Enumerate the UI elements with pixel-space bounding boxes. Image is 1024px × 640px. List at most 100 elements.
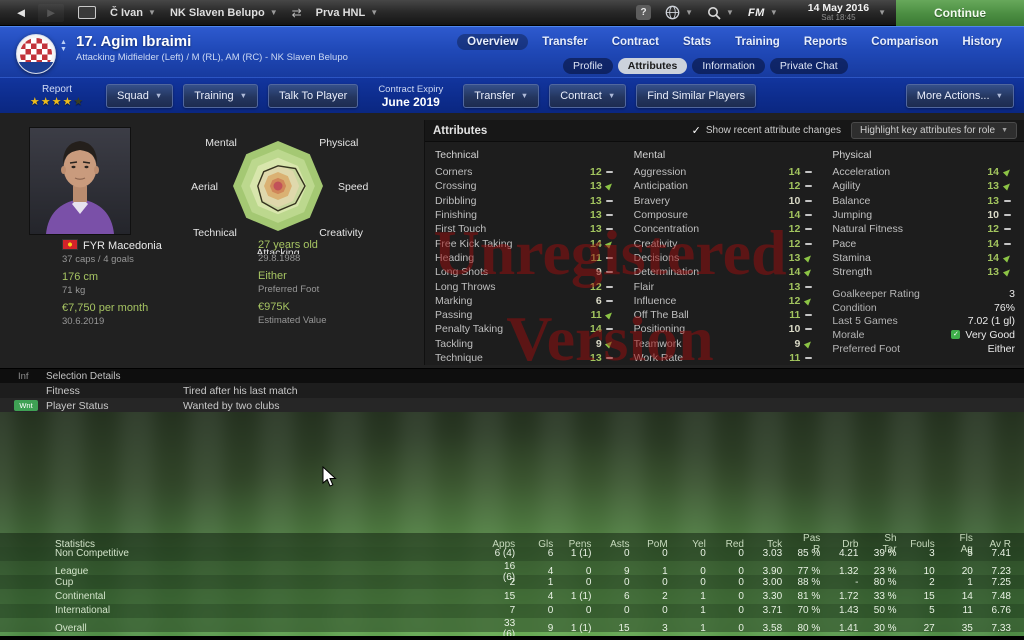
attribute-name: Natural Fitness [832,223,903,236]
stat-cell: 1 [700,623,706,635]
club-menu[interactable]: NK Slaven Belupo ▼ [170,7,278,19]
contract-button[interactable]: Contract ▼ [549,83,627,108]
radar-axis-label-speed: Speed [338,181,369,193]
trend-flat-icon [804,285,812,288]
continue-button[interactable]: Continue [896,0,1024,26]
stat-column-header-yel[interactable]: Yel [692,538,706,550]
info-value: €975K [258,301,290,313]
attribute-value: 13 [589,209,602,222]
subtab-information[interactable]: Information [692,58,765,74]
tab-contract[interactable]: Contract [611,36,659,48]
stat-cell: 15 [923,591,935,603]
stat-column-header-sh-tar[interactable]: Sh Tar [882,533,897,555]
highlight-role-dropdown[interactable]: Highlight key attributes for role ▼ [850,122,1017,139]
attribute-group-mental: Mental Aggression 14 Anticipation 12 Bravery 1… [634,149,817,365]
morale-very-good-icon: ✓ [951,330,961,340]
tab-reports[interactable]: Reports [803,36,848,48]
attribute-value: 11 [590,309,602,322]
stat-cell: 0 [700,566,706,578]
attribute-value: 12 [788,294,801,307]
star-icon: ★ [40,95,52,108]
search-menu[interactable]: ▼ [707,6,734,20]
back-button[interactable]: ◄ [14,5,28,20]
attribute-row: Aggression 14 [634,165,817,179]
attribute-value: 9 [595,266,602,279]
screen-icon[interactable] [78,6,96,19]
stat-column-header-red[interactable]: Red [725,538,744,550]
forward-button[interactable]: ► [38,3,64,22]
date-menu[interactable]: 14 May 2016 Sat 18:45 ▼ [792,1,886,23]
squad-button[interactable]: Squad ▼ [106,83,174,108]
attribute-value: 14 [788,266,801,279]
stat-column-header-pens[interactable]: Pens [568,538,592,550]
trend-cell [999,228,1015,231]
competition-menu[interactable]: Prva HNL ▼ [316,7,378,19]
subtab-private-chat[interactable]: Private Chat [769,58,848,74]
monitor-icon [78,6,96,19]
subtab-profile[interactable]: Profile [563,58,613,74]
top-menu-bar: ◄ ► Č Ivan ▼ NK Slaven Belupo ▼ ⇄ Prva HNL… [0,0,1024,26]
trend-cell [800,228,816,231]
tab-training[interactable]: Training [735,36,780,48]
talk-to-player-button[interactable]: Talk To Player [268,83,359,108]
checkbox-label: Show recent attribute changes [705,125,841,136]
tab-overview[interactable]: Overview [457,34,529,50]
contract-expiry: Contract Expiry June 2019 [378,83,443,109]
find-similar-players-button[interactable]: Find Similar Players [636,83,757,108]
stat-cell: 2 [509,576,516,588]
stat-column-header-pom[interactable]: PoM [647,538,668,550]
attribute-row: Marking 6 [435,294,618,308]
stat-column-header-drb[interactable]: Drb [842,538,859,550]
stat-cell: 3.90 [762,566,783,578]
stat-row-league: League 16 (6) 4 0 9 1 0 0 3.90 77 % 1.32 23 % 10 20 7.… [0,560,1024,583]
attribute-value: 11 [789,309,801,322]
stat-cell: 0 [662,576,668,588]
stat-column-header-pas-r[interactable]: Pas R [803,533,821,555]
chevron-down-icon: ▼ [726,8,734,17]
trend-cell [800,296,816,306]
training-button[interactable]: Training ▼ [183,83,259,108]
fm-menu[interactable]: FM ▼ [748,7,778,19]
selection-value: Wanted by two clubs [183,399,280,412]
attribute-value: 13 [589,223,602,236]
info-sublabel: Preferred Foot [258,284,320,295]
selection-label: Player Status [46,399,109,412]
stat-cell: 77 % [797,566,821,578]
chevron-down-icon: ▼ [520,91,529,100]
player-cycle-arrows[interactable]: ▲ ▼ [60,39,67,53]
stat-column-header-apps[interactable]: Apps [492,538,516,550]
stat-cell: 0 [738,605,744,617]
more-actions-button[interactable]: More Actions... ▼ [905,83,1014,108]
stat-column-header-tck[interactable]: Tck [767,538,783,550]
transfer-button[interactable]: Transfer ▼ [463,83,540,108]
attribute-name: Corners [435,166,473,179]
tab-history[interactable]: History [962,36,1002,48]
attribute-row: Tackling 9 [435,337,618,351]
attribute-name: Penalty Taking [435,323,504,336]
stat-cell: 23 % [873,566,897,578]
stat-column-header-asts[interactable]: Asts [610,538,630,550]
chevron-down-icon: ▼ [1001,127,1008,134]
trend-cell [602,181,618,192]
stat-cell: 1.41 [838,623,859,635]
attribute-name: Teamwork [633,337,682,350]
trend-flat-icon [804,171,812,174]
tab-comparison[interactable]: Comparison [871,36,939,48]
attribute-value: 12 [788,237,801,250]
tab-stats[interactable]: Stats [682,36,712,48]
stat-column-header-gls[interactable]: Gls [538,538,554,550]
manager-menu[interactable]: Č Ivan ▼ [110,7,156,19]
show-recent-changes-checkbox[interactable]: ✓ Show recent attribute changes [692,124,841,137]
stat-column-header-fls-ag[interactable]: Fls Ag [959,533,973,555]
stat-column-header-av-r[interactable]: Av R [989,538,1011,550]
game-date: 14 May 2016 [807,1,870,14]
statistics-table: Statistics Apps Gls Pens Asts PoM Yel Red Tck Pas… [0,533,1024,640]
subtab-attributes[interactable]: Attributes [617,58,688,74]
help-button[interactable]: ? [636,5,652,20]
swap-icon[interactable]: ⇄ [291,5,302,20]
stat-column-header-fouls[interactable]: Fouls [910,538,935,550]
world-menu[interactable]: ▼ [665,5,693,20]
attribute-group-title: Physical [832,149,872,161]
attribute-value: 12 [788,223,801,236]
tab-transfer[interactable]: Transfer [542,36,588,48]
